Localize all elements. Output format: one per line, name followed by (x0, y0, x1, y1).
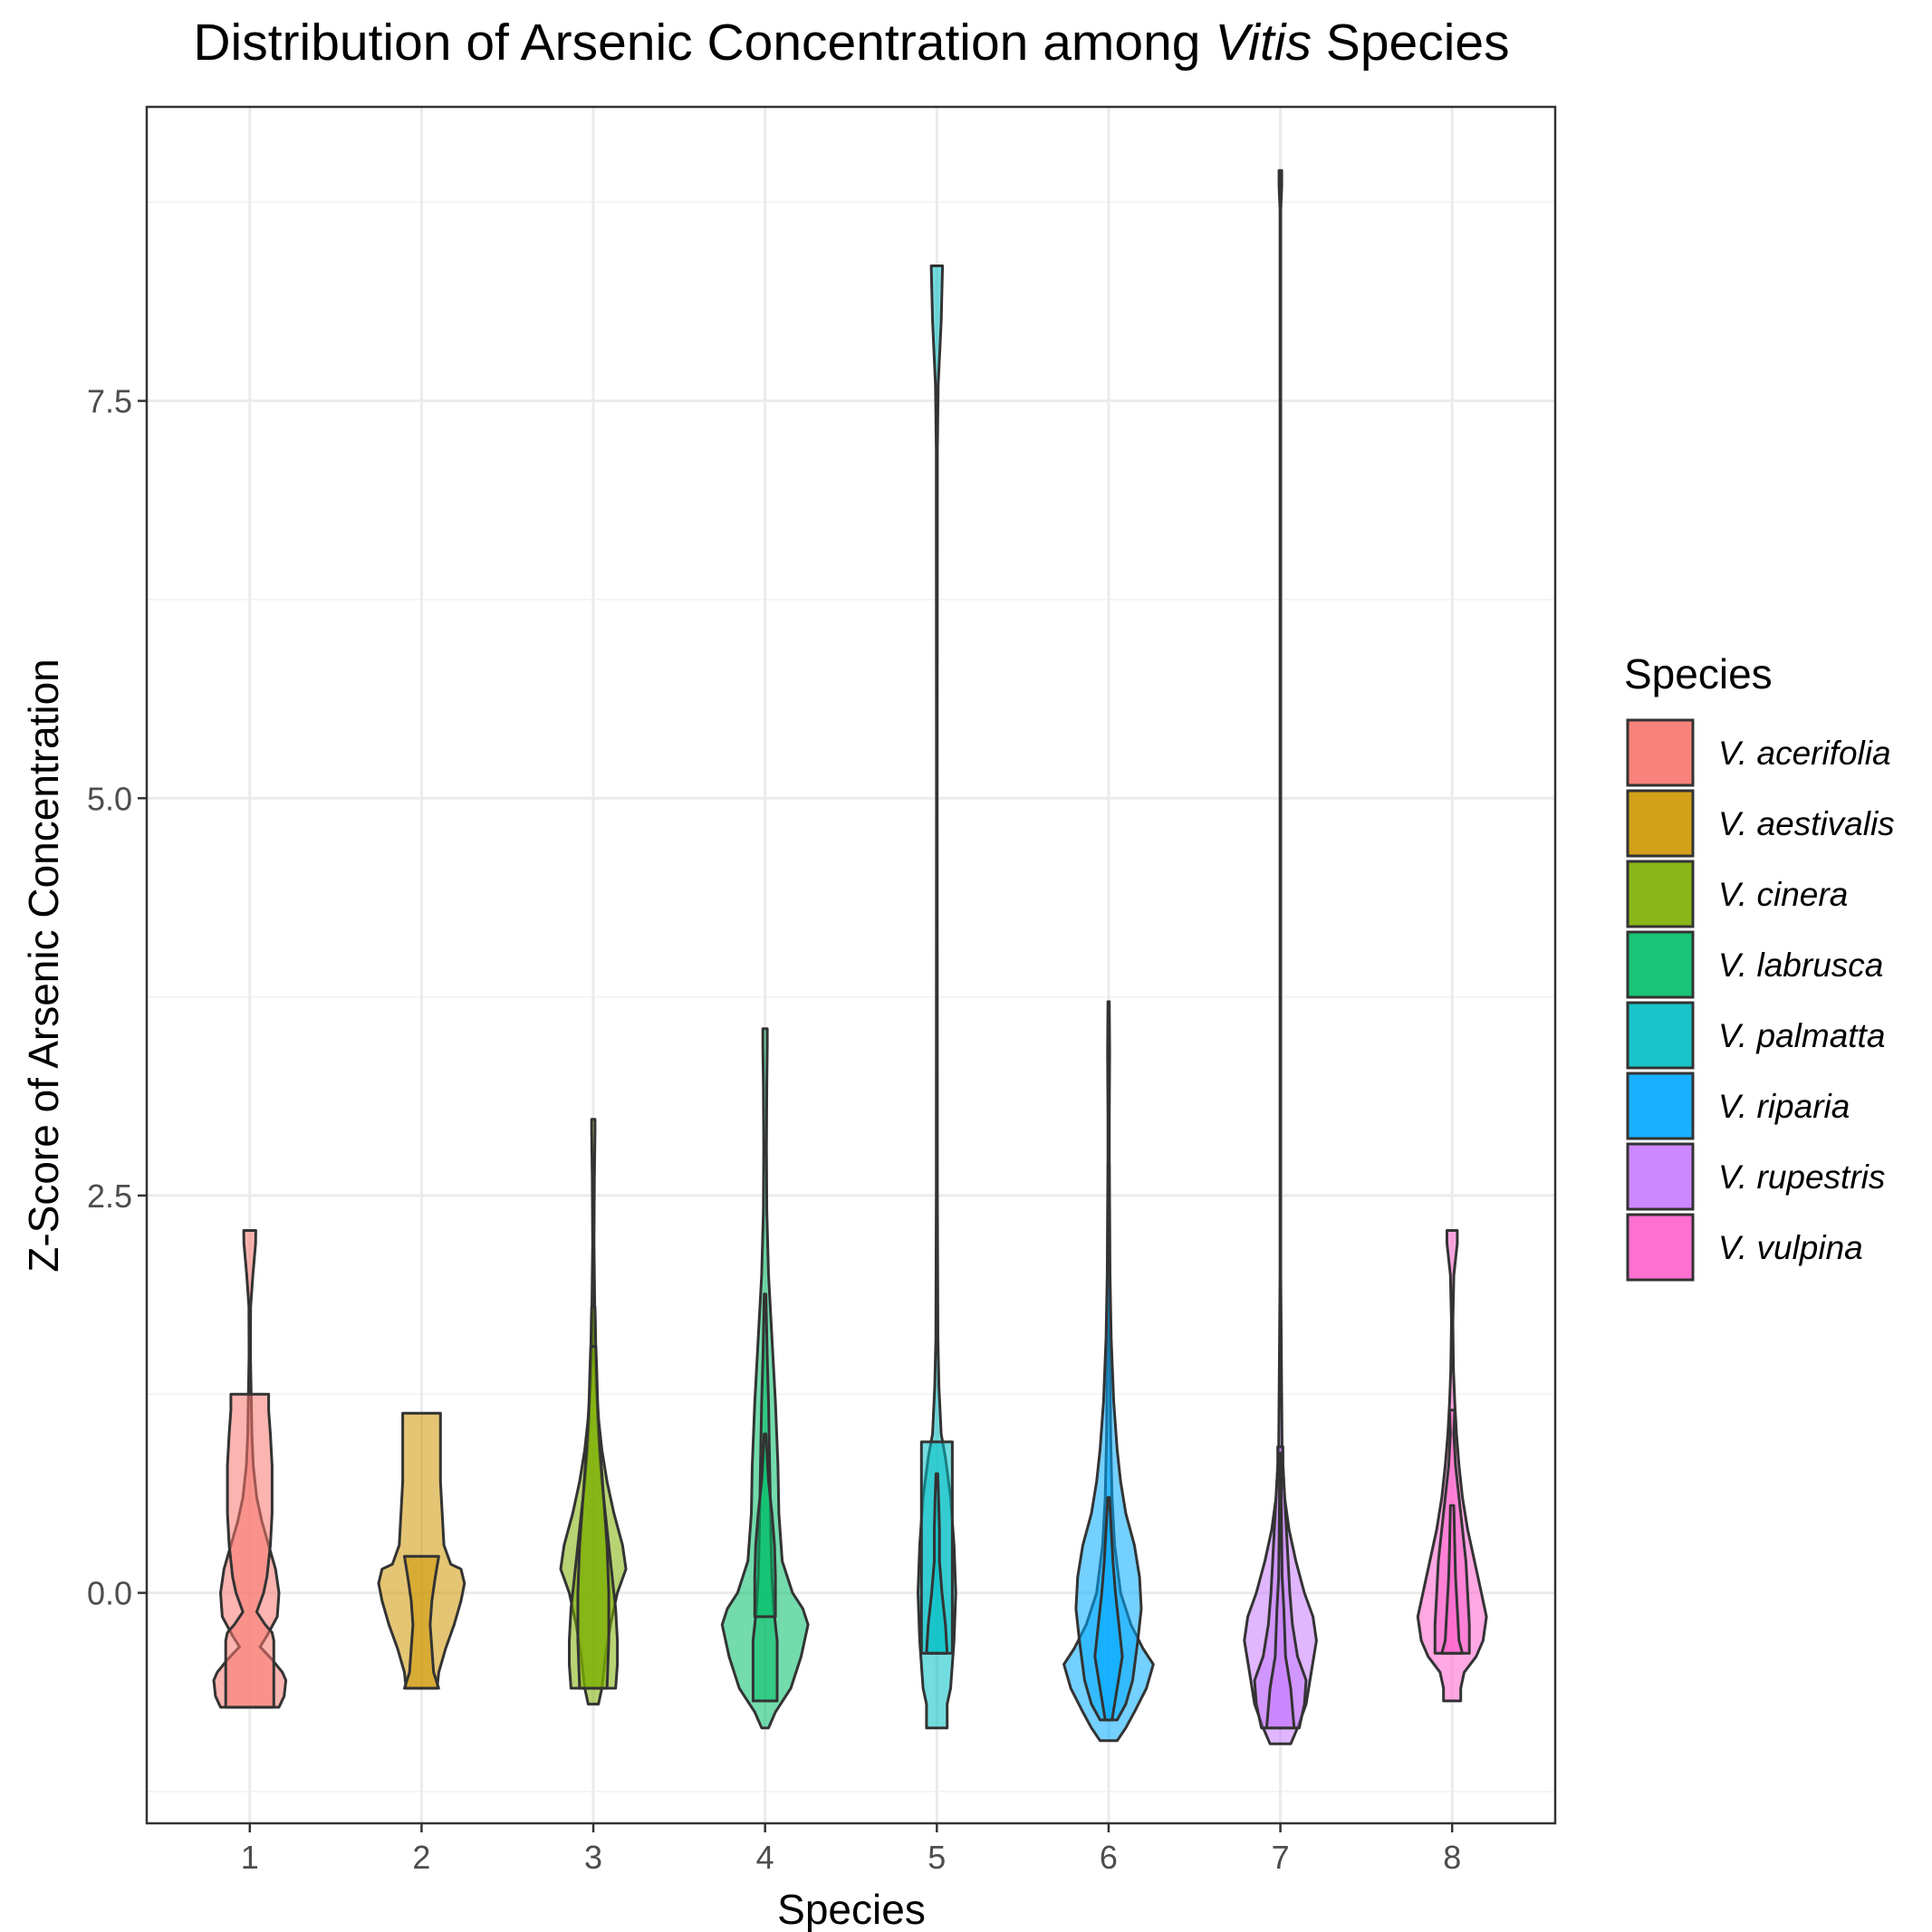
legend-label: V. labrusca (1718, 947, 1883, 984)
legend-label: V. palmatta (1718, 1017, 1885, 1054)
x-tick-label: 5 (928, 1839, 946, 1876)
violin-group (1416, 1229, 1488, 1703)
legend-title: Species (1624, 650, 1773, 697)
violin-group (917, 264, 957, 1730)
x-tick-label: 6 (1100, 1839, 1118, 1876)
violin-shape (576, 1345, 610, 1690)
legend-items: V. acerifolia V. aestivalis V. cinera V. la… (1626, 718, 1895, 1282)
legend-swatch (1626, 1142, 1695, 1211)
legend-swatch (1626, 718, 1695, 787)
legend-swatch (1626, 789, 1695, 858)
legend-label: V. acerifolia (1718, 735, 1891, 772)
violin-group (1062, 1000, 1155, 1743)
violin-shape (1264, 1451, 1296, 1730)
legend-swatch (1626, 860, 1695, 928)
x-tick-label: 1 (241, 1839, 259, 1876)
panel-border (145, 105, 1557, 1825)
legend-label: V. cinera (1718, 876, 1848, 913)
x-tick-label: 2 (412, 1839, 430, 1876)
legend-label: V. vulpina (1718, 1229, 1863, 1266)
violin-group (377, 1411, 466, 1690)
y-axis: 0.0 2.5 5.0 7.5 (87, 383, 147, 1612)
x-tick-label: 8 (1443, 1839, 1461, 1876)
y-tick-label: 7.5 (87, 383, 132, 420)
panel-background (147, 107, 1555, 1823)
violin-layer (212, 168, 1488, 1745)
chart-title: Distribution of Arsenic Concentration am… (193, 14, 1509, 72)
violin-group (720, 1027, 810, 1730)
legend: Species V. acerifolia V. aestivalis V. cin… (1624, 650, 1895, 1282)
violin-group (212, 1229, 288, 1709)
x-axis: 1 2 3 4 5 6 7 8 (241, 1823, 1461, 1876)
legend-swatch (1626, 1001, 1695, 1070)
legend-swatch (1626, 1213, 1695, 1282)
violin-shape (403, 1554, 440, 1690)
legend-label: V. aestivalis (1718, 805, 1895, 842)
violin-group (559, 1118, 628, 1706)
y-tick-label: 5.0 (87, 780, 132, 817)
y-axis-title: Z-Score of Arsenic Concentration (20, 658, 67, 1273)
violin-shape (377, 1411, 466, 1690)
x-tick-label: 4 (756, 1839, 774, 1876)
plot-panel (145, 105, 1557, 1825)
legend-swatch (1626, 930, 1695, 999)
legend-swatch (1626, 1072, 1695, 1140)
violin-shape (1074, 1162, 1143, 1722)
violin-shape (1440, 1504, 1465, 1655)
legend-label: V. rupestris (1718, 1158, 1885, 1196)
violin-shape (224, 1392, 275, 1709)
legend-label: V. riparia (1718, 1088, 1850, 1125)
violin-shape (753, 1432, 777, 1619)
violin-shape (1243, 168, 1318, 1745)
violin-shape (1093, 1495, 1124, 1722)
y-tick-label: 0.0 (87, 1575, 132, 1612)
x-tick-label: 7 (1272, 1839, 1290, 1876)
x-axis-title: Species (777, 1886, 926, 1932)
x-tick-label: 3 (584, 1839, 602, 1876)
violin-group (1243, 168, 1318, 1745)
violin-shape (925, 1472, 949, 1655)
y-tick-label: 2.5 (87, 1177, 132, 1215)
